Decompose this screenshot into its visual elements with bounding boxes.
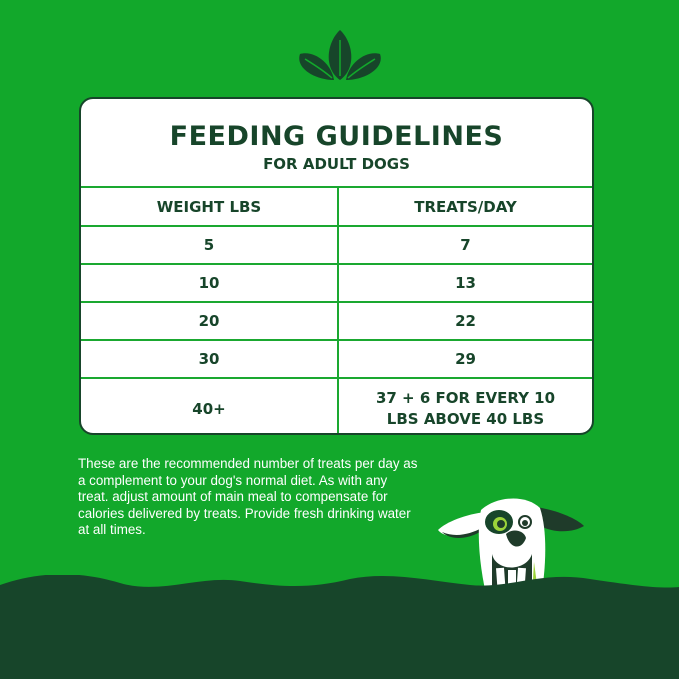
leaf-sprout-icon (299, 30, 381, 80)
weight-cell: 40+ (81, 377, 338, 433)
table-row: 40+ 37 + 6 FOR EVERY 10 LBS ABOVE 40 LBS (81, 377, 592, 433)
header-weight: WEIGHT LBS (81, 186, 338, 226)
card-subtitle: FOR ADULT DOGS (263, 155, 410, 173)
weight-cell: 20 (81, 301, 338, 340)
header-treats: TREATS/DAY (337, 186, 592, 226)
table-row: 30 29 (81, 339, 592, 378)
weight-cell: 30 (81, 339, 338, 378)
table-header-row: WEIGHT LBS TREATS/DAY (81, 186, 592, 226)
dog-mascot-illustration (438, 498, 584, 602)
treats-cell: 7 (337, 225, 592, 264)
table-row: 20 22 (81, 301, 592, 340)
treats-cell: 37 + 6 FOR EVERY 10 LBS ABOVE 40 LBS (337, 377, 592, 433)
weight-cell: 5 (81, 225, 338, 264)
feeding-guidelines-card: FEEDING GUIDELINES FOR ADULT DOGS WEIGHT… (79, 97, 594, 435)
table-row: 10 13 (81, 263, 592, 302)
dark-green-wave-footer (0, 575, 679, 679)
treats-cell: 13 (337, 263, 592, 302)
weight-cell: 10 (81, 263, 338, 302)
treats-cell: 22 (337, 301, 592, 340)
feeding-note: These are the recommended number of trea… (78, 456, 418, 538)
treats-cell-text: 37 + 6 FOR EVERY 10 LBS ABOVE 40 LBS (375, 389, 556, 428)
card-title: FEEDING GUIDELINES (169, 121, 504, 152)
treats-cell: 29 (337, 339, 592, 378)
